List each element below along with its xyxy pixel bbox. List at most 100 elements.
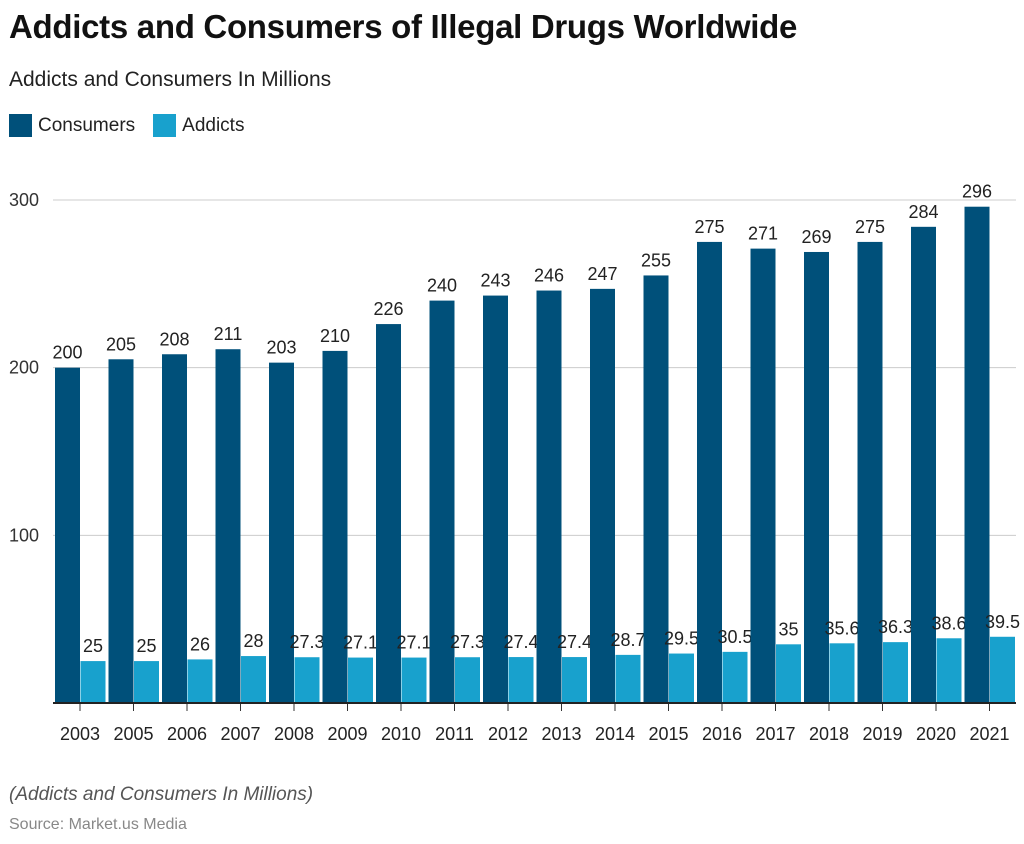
data-label-consumers: 240 <box>427 276 457 296</box>
data-label-consumers: 200 <box>52 343 82 363</box>
bar-addicts <box>722 651 748 703</box>
data-label-addicts: 36.3 <box>878 617 913 637</box>
y-tick-label: 300 <box>9 190 39 210</box>
x-tick-label: 2011 <box>435 724 474 744</box>
y-tick-label: 200 <box>9 358 39 378</box>
data-label-addicts: 27.3 <box>289 632 324 652</box>
x-tick-label: 2013 <box>541 724 581 744</box>
data-label-addicts: 28.7 <box>610 630 645 650</box>
legend-label-consumers: Consumers <box>38 114 136 136</box>
x-tick-label: 2003 <box>60 724 100 744</box>
data-label-addicts: 29.5 <box>664 629 699 649</box>
data-label-consumers: 210 <box>320 326 350 346</box>
bar-consumers <box>376 324 401 703</box>
data-label-addicts: 25 <box>83 636 103 656</box>
x-tick-label: 2017 <box>755 724 795 744</box>
bar-addicts <box>241 656 266 703</box>
data-label-consumers: 271 <box>748 224 778 244</box>
data-label-addicts: 26 <box>190 634 210 654</box>
data-label-addicts: 27.1 <box>343 633 378 653</box>
bar-consumers <box>697 241 722 703</box>
bar-addicts <box>80 661 106 703</box>
bar-addicts <box>294 657 320 703</box>
bar-addicts <box>776 644 801 703</box>
data-label-addicts: 39.5 <box>985 612 1020 632</box>
bar-consumers <box>750 248 776 703</box>
x-tick-label: 2018 <box>809 724 849 744</box>
data-label-addicts: 35 <box>778 619 798 639</box>
data-label-addicts: 30.5 <box>717 627 752 647</box>
data-label-consumers: 284 <box>908 202 938 222</box>
data-label-consumers: 203 <box>266 338 296 358</box>
bar-addicts <box>562 657 587 703</box>
x-tick-label: 2006 <box>167 724 207 744</box>
legend-label-addicts: Addicts <box>182 114 245 136</box>
x-tick-label: 2005 <box>113 724 153 744</box>
x-tick-label: 2009 <box>327 724 367 744</box>
data-label-consumers: 211 <box>214 324 243 344</box>
x-tick-label: 2016 <box>702 724 742 744</box>
legend-swatch-consumers <box>9 114 32 137</box>
legend-swatch-addicts <box>153 114 177 137</box>
data-label-consumers: 255 <box>641 250 671 270</box>
data-label-addicts: 27.1 <box>396 633 431 653</box>
x-tick-label: 2008 <box>274 724 314 744</box>
bar-addicts <box>455 657 480 703</box>
data-label-consumers: 275 <box>855 217 885 237</box>
data-label-consumers: 275 <box>694 217 724 237</box>
bar-addicts <box>936 638 962 703</box>
data-label-consumers: 269 <box>801 227 831 247</box>
data-label-addicts: 27.3 <box>450 632 485 652</box>
data-label-consumers: 246 <box>534 266 564 286</box>
bar-consumers <box>536 290 562 703</box>
bar-addicts <box>348 657 373 703</box>
data-label-consumers: 247 <box>587 264 617 284</box>
bar-consumers <box>162 354 187 703</box>
bar-addicts <box>401 657 427 703</box>
bar-addicts <box>187 659 213 703</box>
x-tick-label: 2019 <box>862 724 902 744</box>
data-label-addicts: 25 <box>136 636 156 656</box>
bar-consumers <box>643 275 669 703</box>
bar-consumers <box>964 206 990 703</box>
bar-consumers <box>590 288 615 703</box>
bar-consumers <box>857 241 883 703</box>
data-label-consumers: 208 <box>159 329 189 349</box>
bar-addicts <box>829 643 855 703</box>
x-tick-label: 2010 <box>381 724 421 744</box>
bar-consumers <box>108 359 134 703</box>
x-tick-label: 2012 <box>488 724 528 744</box>
legend-item-addicts[interactable]: Addicts <box>153 114 244 137</box>
x-tick-label: 2014 <box>595 724 635 744</box>
x-tick-label: 2015 <box>648 724 688 744</box>
chart-title: Addicts and Consumers of Illegal Drugs W… <box>9 8 798 45</box>
y-tick-label: 100 <box>9 525 39 545</box>
bar-addicts <box>508 657 534 703</box>
bar-consumers <box>55 367 80 703</box>
data-label-addicts: 38.6 <box>931 613 966 633</box>
bar-consumers <box>322 350 348 703</box>
bar-addicts <box>883 642 908 703</box>
footnote: (Addicts and Consumers In Millions) <box>9 784 314 805</box>
data-label-addicts: 35.6 <box>824 618 859 638</box>
data-label-addicts: 27.4 <box>503 632 538 652</box>
bar-addicts <box>134 661 159 703</box>
x-tick-label: 2021 <box>969 724 1009 744</box>
bar-addicts <box>669 653 694 703</box>
source-note: Source: Market.us Media <box>9 816 187 833</box>
data-label-consumers: 296 <box>962 182 992 202</box>
data-label-consumers: 205 <box>106 334 136 354</box>
legend: Consumers Addicts <box>9 114 244 137</box>
legend-item-consumers[interactable]: Consumers <box>9 114 135 137</box>
bar-consumers <box>269 362 294 703</box>
x-tick-label: 2020 <box>916 724 956 744</box>
bar-consumers <box>804 251 829 703</box>
x-tick-label: 2007 <box>220 724 260 744</box>
bar-consumers <box>483 295 508 703</box>
bar-consumers <box>215 349 241 703</box>
bar-consumers <box>429 300 455 703</box>
data-label-addicts: 27.4 <box>557 632 592 652</box>
bar-consumers <box>911 226 936 703</box>
